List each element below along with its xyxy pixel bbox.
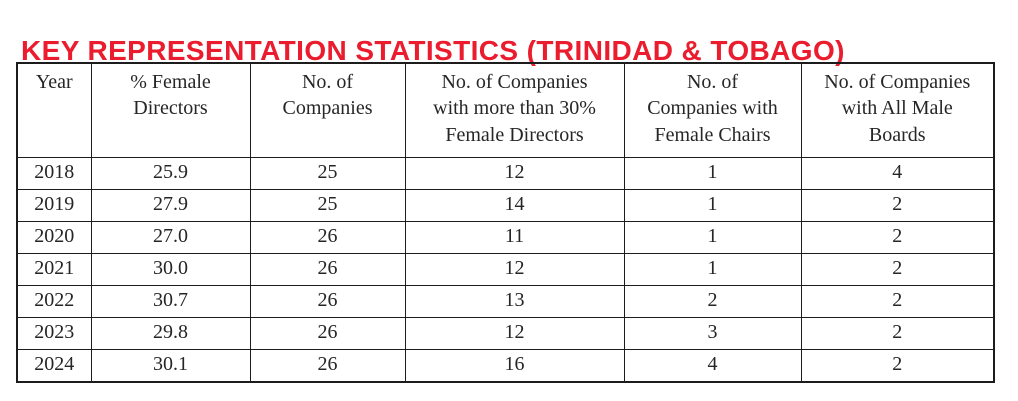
statistics-table: Year % Female Directors No. of Companies… <box>16 62 995 384</box>
cell-year: 2023 <box>16 317 92 351</box>
cell-num-companies: 25 <box>249 189 406 223</box>
cell-companies-female-chairs: 1 <box>623 253 802 287</box>
cell-companies-female-chairs: 3 <box>623 317 802 351</box>
cell-companies-all-male-boards: 4 <box>800 157 995 191</box>
cell-year: 2022 <box>16 285 92 319</box>
cell-companies-over-30pct-female-directors: 14 <box>404 189 625 223</box>
cell-year: 2024 <box>16 349 92 383</box>
cell-companies-all-male-boards: 2 <box>800 285 995 319</box>
header-year: Year <box>16 62 92 159</box>
cell-num-companies: 26 <box>249 285 406 319</box>
cell-num-companies: 26 <box>249 349 406 383</box>
table-row: 2022 30.7 26 13 2 2 <box>16 285 995 319</box>
cell-year: 2018 <box>16 157 92 191</box>
cell-pct-female-directors: 30.0 <box>90 253 251 287</box>
cell-pct-female-directors: 27.0 <box>90 221 251 255</box>
cell-companies-over-30pct-female-directors: 12 <box>404 317 625 351</box>
cell-companies-female-chairs: 1 <box>623 189 802 223</box>
table-header: Year % Female Directors No. of Companies… <box>16 62 995 159</box>
cell-pct-female-directors: 25.9 <box>90 157 251 191</box>
cell-pct-female-directors: 27.9 <box>90 189 251 223</box>
cell-companies-all-male-boards: 2 <box>800 349 995 383</box>
table-row: 2023 29.8 26 12 3 2 <box>16 317 995 351</box>
table-body: 2018 25.9 25 12 1 4 2019 27.9 25 14 1 2 2020 27.0 26 11… <box>16 157 995 383</box>
header-companies-all-male-boards: No. of Companies with All Male Boards <box>800 62 995 159</box>
cell-companies-all-male-boards: 2 <box>800 221 995 255</box>
cell-num-companies: 26 <box>249 221 406 255</box>
cell-pct-female-directors: 30.7 <box>90 285 251 319</box>
cell-companies-all-male-boards: 2 <box>800 317 995 351</box>
cell-companies-all-male-boards: 2 <box>800 189 995 223</box>
cell-num-companies: 26 <box>249 317 406 351</box>
cell-companies-female-chairs: 4 <box>623 349 802 383</box>
table-row: 2024 30.1 26 16 4 2 <box>16 349 995 383</box>
cell-year: 2021 <box>16 253 92 287</box>
cell-companies-over-30pct-female-directors: 16 <box>404 349 625 383</box>
cell-companies-over-30pct-female-directors: 11 <box>404 221 625 255</box>
table-row: 2019 27.9 25 14 1 2 <box>16 189 995 223</box>
table-row: 2021 30.0 26 12 1 2 <box>16 253 995 287</box>
cell-companies-over-30pct-female-directors: 12 <box>404 253 625 287</box>
cell-year: 2019 <box>16 189 92 223</box>
cell-year: 2020 <box>16 221 92 255</box>
page-title: KEY REPRESENTATION STATISTICS (TRINIDAD … <box>21 34 845 66</box>
header-row: Year % Female Directors No. of Companies… <box>16 62 995 159</box>
cell-companies-female-chairs: 1 <box>623 221 802 255</box>
cell-companies-female-chairs: 1 <box>623 157 802 191</box>
cell-companies-over-30pct-female-directors: 12 <box>404 157 625 191</box>
header-companies-over-30pct-female-directors: No. of Companies with more than 30% Fema… <box>404 62 625 159</box>
header-num-companies: No. of Companies <box>249 62 406 159</box>
table-row: 2018 25.9 25 12 1 4 <box>16 157 995 191</box>
cell-num-companies: 25 <box>249 157 406 191</box>
cell-companies-over-30pct-female-directors: 13 <box>404 285 625 319</box>
cell-companies-female-chairs: 2 <box>623 285 802 319</box>
cell-num-companies: 26 <box>249 253 406 287</box>
header-pct-female-directors: % Female Directors <box>90 62 251 159</box>
header-companies-female-chairs: No. of Companies with Female Chairs <box>623 62 802 159</box>
cell-pct-female-directors: 30.1 <box>90 349 251 383</box>
cell-pct-female-directors: 29.8 <box>90 317 251 351</box>
cell-companies-all-male-boards: 2 <box>800 253 995 287</box>
table-row: 2020 27.0 26 11 1 2 <box>16 221 995 255</box>
